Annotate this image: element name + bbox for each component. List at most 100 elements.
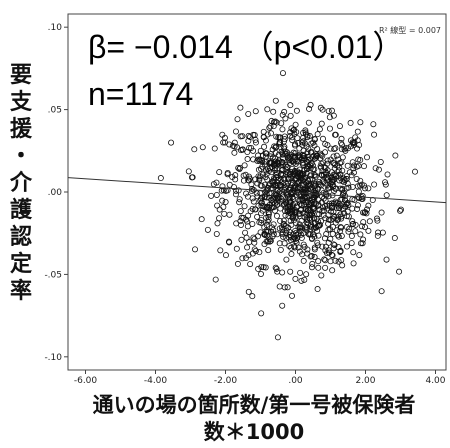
data-point [281,150,288,157]
data-point [273,212,280,219]
data-point [332,145,339,152]
data-point [303,271,310,278]
data-point [324,205,331,212]
data-point [354,145,361,152]
data-point [263,204,270,211]
data-point [309,231,316,238]
data-point [294,135,301,142]
data-point [283,234,290,241]
data-point [331,242,338,249]
y-axis-label-char: 要 [9,63,32,88]
data-point [246,133,253,140]
data-point [342,144,349,151]
data-point [312,180,319,187]
data-point [277,217,284,224]
data-point [322,243,329,250]
data-point [320,212,327,219]
data-point [287,268,294,275]
data-point [311,220,318,227]
data-point [279,269,286,276]
data-point [278,120,285,127]
data-point [349,205,356,212]
data-point [276,240,283,247]
data-point [242,255,249,262]
data-point [290,180,297,187]
data-point [329,178,336,185]
data-point [263,238,270,245]
data-point [302,127,309,134]
data-point [256,249,263,256]
data-point [274,159,281,166]
data-point [298,202,305,209]
data-point [324,160,331,167]
data-point [252,139,259,146]
data-point [319,208,326,215]
data-point [244,244,251,251]
data-point [351,142,358,149]
data-point [328,107,335,114]
data-point [279,111,286,118]
data-point [243,234,250,241]
data-point [235,164,242,171]
data-point [307,231,314,238]
data-point [291,244,298,251]
data-point [305,119,312,126]
data-point [303,215,310,222]
data-point [363,154,370,161]
data-point [352,134,359,141]
data-point [311,246,318,253]
y-axis-label-char: 介 [9,171,32,196]
data-point [310,139,317,146]
data-point [330,159,337,166]
data-point [234,116,241,123]
data-point [232,128,239,135]
data-point [237,104,244,111]
data-point [232,172,239,179]
data-point [339,262,346,269]
data-point [273,174,280,181]
data-point [260,264,267,271]
y-tick-label: .05 [48,106,62,116]
data-point [281,108,288,115]
data-point [188,174,195,181]
data-point [304,159,311,166]
data-point [347,143,354,150]
data-point [301,174,308,181]
data-point [261,204,268,211]
data-point [286,243,293,250]
data-point [325,220,332,227]
data-point [321,256,328,263]
data-point [320,178,327,185]
data-point [279,70,286,77]
y-axis-label-char: 援 [9,117,32,142]
data-point [319,177,326,184]
data-point [247,208,254,215]
data-point [299,159,306,166]
data-point [314,239,321,246]
data-point [297,224,304,231]
data-point [375,229,382,236]
data-point [292,141,299,148]
data-point [308,264,315,271]
data-point [270,199,277,206]
data-point [296,211,303,218]
data-point [298,191,305,198]
data-point [212,276,219,283]
data-point [277,246,284,253]
data-point [371,181,378,188]
data-point [276,182,283,189]
data-point [328,202,335,209]
data-point [303,166,310,173]
data-point [300,257,307,264]
plot-area [67,13,447,371]
data-point [309,203,316,210]
data-point [226,211,233,218]
data-point [287,169,294,176]
x-tick-label: -6.00 [74,376,98,386]
data-point [344,162,351,169]
data-point [377,158,384,165]
data-point [337,223,344,230]
x-tick-label: 2.00 [355,376,375,386]
data-point [317,221,324,228]
data-point [350,165,357,172]
